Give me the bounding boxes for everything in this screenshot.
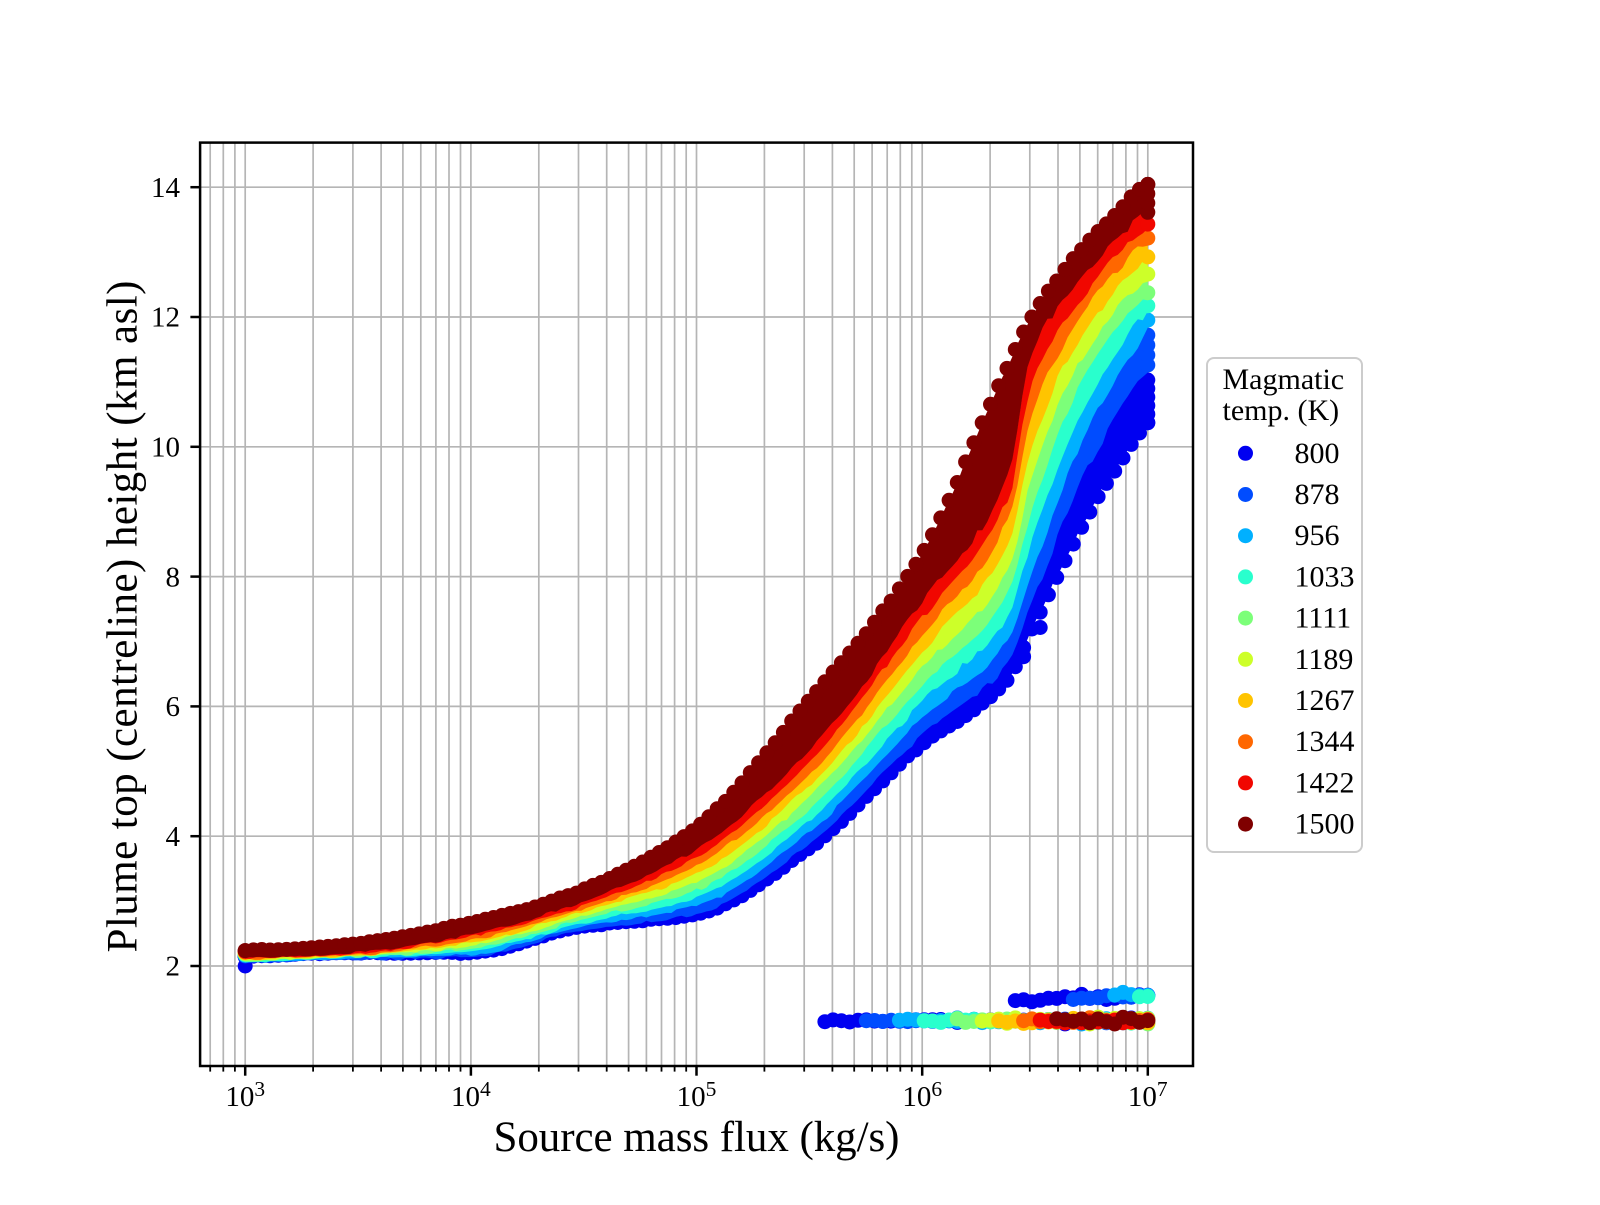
svg-text:14: 14 <box>151 172 181 204</box>
svg-text:4: 4 <box>166 821 181 853</box>
svg-text:1189: 1189 <box>1295 643 1354 676</box>
svg-text:Magmatic: Magmatic <box>1223 363 1345 396</box>
svg-text:1033: 1033 <box>1295 560 1355 593</box>
svg-text:1267: 1267 <box>1295 684 1355 717</box>
svg-text:6: 6 <box>166 691 181 723</box>
svg-text:107: 107 <box>1128 1077 1168 1113</box>
svg-text:Source mass flux (kg/s): Source mass flux (kg/s) <box>494 1114 900 1161</box>
svg-text:878: 878 <box>1295 478 1340 511</box>
svg-text:2: 2 <box>166 951 181 983</box>
svg-text:1344: 1344 <box>1295 725 1355 758</box>
svg-text:temp. (K): temp. (K) <box>1223 394 1340 427</box>
svg-text:1500: 1500 <box>1295 808 1355 841</box>
svg-text:8: 8 <box>166 561 181 593</box>
svg-text:Plume top (centreline) height: Plume top (centreline) height (km asl) <box>100 281 147 953</box>
svg-text:12: 12 <box>151 302 180 334</box>
svg-text:956: 956 <box>1295 519 1340 552</box>
svg-text:800: 800 <box>1295 437 1340 470</box>
svg-text:10: 10 <box>151 432 180 464</box>
svg-text:1111: 1111 <box>1295 602 1352 635</box>
svg-text:1422: 1422 <box>1295 766 1355 799</box>
